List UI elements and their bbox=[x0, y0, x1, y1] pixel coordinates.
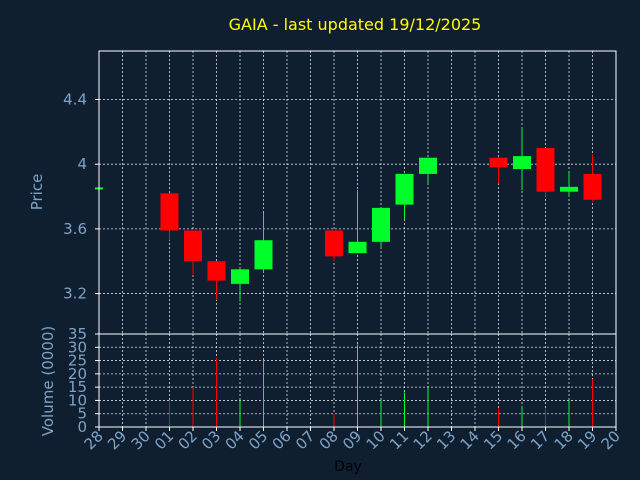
day-tick-label: 13 bbox=[433, 427, 459, 453]
day-tick-label: 15 bbox=[480, 427, 506, 453]
day-tick-label: 29 bbox=[104, 427, 130, 453]
volume-tick-label: 0 bbox=[77, 418, 87, 436]
volume-tick-label: 20 bbox=[68, 365, 87, 383]
candle-body bbox=[231, 269, 249, 284]
day-tick-label: 10 bbox=[363, 427, 389, 453]
day-tick-label: 12 bbox=[410, 427, 436, 453]
day-tick-label: 01 bbox=[151, 427, 177, 453]
volume-tick-label: 35 bbox=[68, 325, 87, 343]
volume-tick-label: 25 bbox=[68, 352, 87, 370]
candlestick-series bbox=[95, 127, 602, 302]
candle-body bbox=[419, 157, 437, 174]
volume-axis-label: Volume (0000) bbox=[39, 326, 57, 436]
candle-body bbox=[395, 173, 414, 205]
volume-tick-label: 10 bbox=[68, 391, 87, 409]
day-tick-label: 11 bbox=[386, 427, 412, 453]
price-axis-ticks: 3.2 3.6 4 4.4 bbox=[63, 91, 99, 303]
day-tick-label: 17 bbox=[527, 427, 553, 453]
price-axis-label: Price bbox=[28, 174, 46, 211]
candle-body bbox=[348, 241, 367, 254]
candle-body bbox=[184, 230, 202, 262]
price-tick-label: 4.4 bbox=[63, 91, 87, 109]
price-tick-label: 3.6 bbox=[63, 220, 87, 238]
day-tick-label: 03 bbox=[198, 427, 224, 453]
day-tick-label: 07 bbox=[292, 427, 318, 453]
day-tick-label: 06 bbox=[269, 427, 295, 453]
volume-tick-label: 5 bbox=[77, 405, 87, 423]
day-tick-label: 16 bbox=[504, 427, 530, 453]
day-tick-label: 09 bbox=[339, 427, 365, 453]
x-axis-label: Day bbox=[334, 459, 362, 475]
day-tick-label: 05 bbox=[245, 427, 271, 453]
day-tick-label: 14 bbox=[457, 427, 483, 453]
candle-body bbox=[160, 193, 179, 231]
day-tick-label: 19 bbox=[574, 427, 600, 453]
candle-body bbox=[513, 156, 531, 170]
candle-body bbox=[583, 173, 602, 200]
day-tick-label: 04 bbox=[222, 427, 248, 453]
volume-tick-label: 30 bbox=[68, 338, 87, 356]
candle-body bbox=[489, 157, 508, 168]
volume-tick-label: 15 bbox=[68, 378, 87, 396]
day-tick-label: 08 bbox=[316, 427, 342, 453]
candle-body bbox=[207, 261, 226, 281]
day-tick-label: 30 bbox=[128, 427, 154, 453]
candle-body bbox=[536, 148, 555, 192]
day-tick-label: 20 bbox=[598, 427, 624, 453]
candle-body bbox=[254, 240, 273, 270]
price-tick-label: 3.2 bbox=[63, 285, 87, 303]
price-tick-label: 4 bbox=[77, 155, 87, 173]
day-tick-label: 18 bbox=[551, 427, 577, 453]
day-axis-ticks: 2829300102030405060708091011121314151617… bbox=[81, 427, 624, 453]
day-tick-label: 02 bbox=[175, 427, 201, 453]
volume-series bbox=[169, 344, 593, 427]
candle-body bbox=[325, 230, 343, 257]
candle-body bbox=[372, 207, 390, 242]
candle-body bbox=[560, 186, 578, 192]
chart-title: GAIA - last updated 19/12/2025 bbox=[229, 15, 482, 34]
